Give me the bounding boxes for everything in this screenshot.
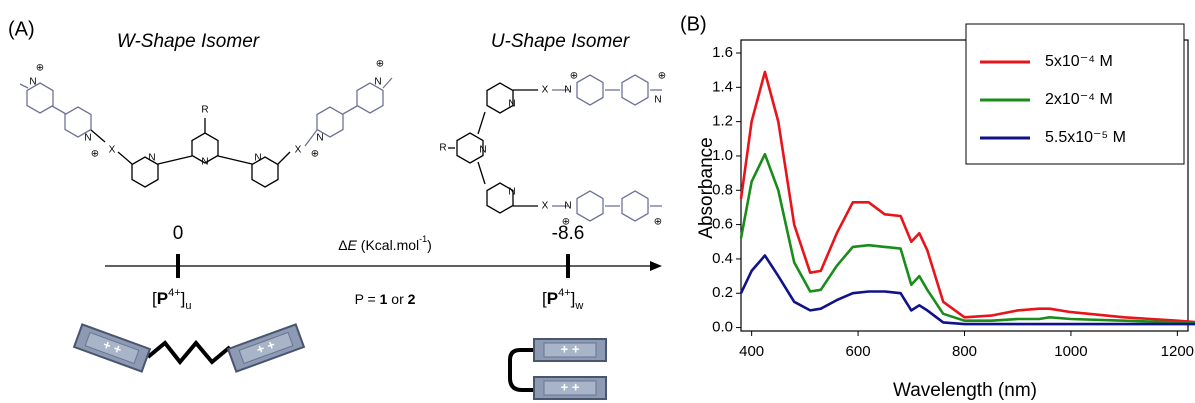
legend-box xyxy=(965,23,1185,165)
atom-label: ⊕ xyxy=(311,149,319,160)
bond xyxy=(90,129,106,143)
y-tick-label: 1.2 xyxy=(712,113,733,130)
y-tick-label: 0.8 xyxy=(712,181,733,198)
atom-label: ⊕ xyxy=(376,59,384,70)
atom-label: N xyxy=(654,95,661,106)
charge-label: + + xyxy=(254,337,277,358)
cartoon-unit: + + xyxy=(72,323,152,373)
series-line xyxy=(739,254,1195,326)
atom-label: N xyxy=(479,145,486,156)
linker xyxy=(508,348,535,392)
panel-label: (A) xyxy=(8,18,35,40)
energy-value: 0 xyxy=(173,223,184,244)
y-tick-label: 0.0 xyxy=(712,319,733,336)
atom-label: ⊕ xyxy=(91,149,99,160)
charge-label: + + xyxy=(561,341,580,356)
legend-label: 5x10⁻⁴ M xyxy=(1045,53,1113,70)
p-note: P = 1 or 2 xyxy=(355,291,416,307)
atom-label: N xyxy=(564,201,571,212)
ring xyxy=(456,132,484,164)
atom-label: N xyxy=(564,85,571,96)
charge-label: + + xyxy=(101,337,124,358)
atom-label: ⊕ xyxy=(562,217,570,228)
y-tick-label: 1.6 xyxy=(712,44,733,61)
x-tick-label: 1000 xyxy=(1054,343,1087,360)
atom-label: N xyxy=(148,153,155,164)
charge-label: + + xyxy=(561,379,580,394)
atom-label: X xyxy=(542,201,549,212)
linker xyxy=(146,339,232,366)
atom-label: N xyxy=(508,187,515,198)
isomer-title: U-Shape Isomer xyxy=(491,31,630,52)
atom-label: ⊕ xyxy=(658,71,666,82)
ring xyxy=(356,82,384,114)
energy-value: -8.6 xyxy=(552,223,585,244)
bond xyxy=(477,111,486,135)
x-tick-label: 600 xyxy=(846,343,871,360)
atom-label: R xyxy=(201,105,208,116)
ring xyxy=(64,106,92,138)
atom-label: X xyxy=(542,85,549,96)
ring xyxy=(621,190,649,222)
atom-label: N xyxy=(201,157,208,168)
x-tick-label: 800 xyxy=(952,343,977,360)
bond xyxy=(304,129,318,147)
panel-label: (B) xyxy=(680,13,707,35)
atom-label: X xyxy=(109,145,116,156)
atom-label: R xyxy=(439,143,446,154)
y-tick-label: 1.4 xyxy=(712,78,733,95)
species-label: [P4+]w xyxy=(542,287,583,312)
bond xyxy=(157,155,193,165)
atom-label: N xyxy=(84,133,91,144)
ring xyxy=(131,156,159,188)
bond xyxy=(217,155,253,165)
y-tick-label: 0.2 xyxy=(712,284,733,301)
isomer-title: W-Shape Isomer xyxy=(117,31,260,52)
series-line xyxy=(739,152,1195,324)
y-tick-label: 1.0 xyxy=(712,147,733,164)
arrow-head xyxy=(650,261,662,271)
species-label: [P4+]u xyxy=(152,287,191,312)
energy-label: ΔE (Kcal.mol-1) xyxy=(338,234,432,252)
atom-label: N xyxy=(374,77,381,88)
x-tick-label: 1200 xyxy=(1161,343,1194,360)
ring xyxy=(191,132,219,164)
cartoon-unit: + + xyxy=(226,323,306,373)
ring xyxy=(576,190,604,222)
y-tick-label: 0.6 xyxy=(712,216,733,233)
atom-label: ⊕ xyxy=(570,71,578,82)
ring xyxy=(621,74,649,106)
bond xyxy=(382,77,393,89)
atom-label: ⊕ xyxy=(36,63,44,74)
bond xyxy=(51,105,67,115)
bond xyxy=(117,151,133,165)
atom-label: N xyxy=(508,99,515,110)
atom-label: N xyxy=(254,153,261,164)
bond xyxy=(19,83,29,89)
cartoon-unit: + + xyxy=(533,338,607,362)
bond xyxy=(277,151,291,165)
ring xyxy=(316,106,344,138)
atom-label: ⊕ xyxy=(654,217,662,228)
atom-label: N xyxy=(29,77,36,88)
legend-label: 5.5x10⁻⁵ M xyxy=(1045,129,1126,146)
x-tick-label: 400 xyxy=(739,343,764,360)
cartoon-unit: + + xyxy=(533,376,607,400)
y-tick-label: 0.4 xyxy=(712,250,733,267)
bond xyxy=(342,105,358,115)
ring xyxy=(251,156,279,188)
ring xyxy=(26,82,54,114)
series-line xyxy=(739,70,1195,324)
y-axis-title: Absorbance xyxy=(696,137,717,238)
bond xyxy=(477,161,486,185)
ring xyxy=(576,74,604,106)
atom-label: X xyxy=(295,145,302,156)
ring xyxy=(486,182,514,214)
x-axis-title: Wavelength (nm) xyxy=(893,380,1037,401)
legend-label: 2x10⁻⁴ M xyxy=(1045,91,1113,108)
atom-label: N xyxy=(316,133,323,144)
